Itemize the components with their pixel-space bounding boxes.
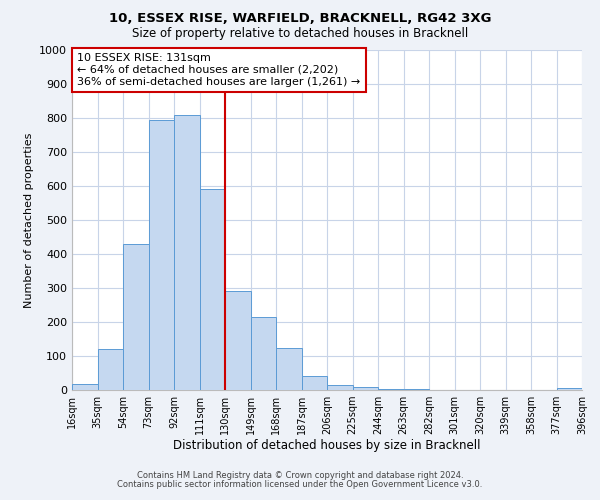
Bar [97, 349, 123, 390]
Bar [302, 376, 327, 390]
Bar [149, 120, 174, 390]
Text: Size of property relative to detached houses in Bracknell: Size of property relative to detached ho… [132, 28, 468, 40]
Bar [174, 114, 199, 390]
Bar [378, 389, 404, 390]
Bar [199, 190, 225, 390]
X-axis label: Distribution of detached houses by size in Bracknell: Distribution of detached houses by size … [173, 438, 481, 452]
Bar [327, 385, 353, 390]
Bar [123, 244, 149, 390]
Y-axis label: Number of detached properties: Number of detached properties [23, 132, 34, 308]
Text: 10 ESSEX RISE: 131sqm
← 64% of detached houses are smaller (2,202)
36% of semi-d: 10 ESSEX RISE: 131sqm ← 64% of detached … [77, 54, 361, 86]
Bar [353, 388, 378, 390]
Bar [225, 292, 251, 390]
Text: Contains HM Land Registry data © Crown copyright and database right 2024.: Contains HM Land Registry data © Crown c… [137, 471, 463, 480]
Bar [557, 388, 582, 390]
Bar [251, 317, 276, 390]
Bar [276, 348, 302, 390]
Text: Contains public sector information licensed under the Open Government Licence v3: Contains public sector information licen… [118, 480, 482, 489]
Text: 10, ESSEX RISE, WARFIELD, BRACKNELL, RG42 3XG: 10, ESSEX RISE, WARFIELD, BRACKNELL, RG4… [109, 12, 491, 26]
Bar [72, 384, 97, 390]
